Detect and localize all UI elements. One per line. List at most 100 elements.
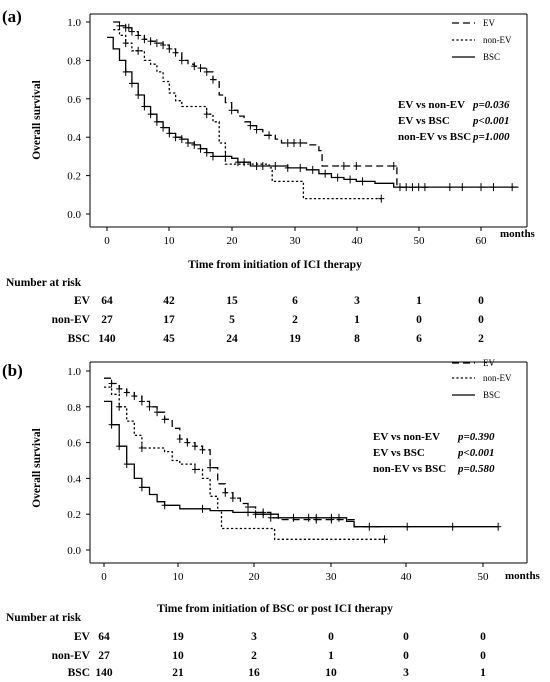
risk-cell: 2: [292, 314, 298, 326]
risk-cell: 10: [325, 667, 337, 679]
risk-cell: 0: [480, 631, 486, 643]
risk-row-label: EV: [74, 295, 91, 307]
x-unit-label: months: [500, 228, 536, 240]
risk-cell: 19: [289, 333, 301, 345]
legend-label: BSC: [483, 52, 500, 62]
x-axis-label: Time from initiation of BSC or post ICI …: [157, 603, 393, 615]
x-tick-label: 20: [249, 571, 261, 583]
risk-cell: 3: [354, 295, 360, 307]
km-curve-bsc: [107, 36, 519, 188]
comparison-p-value: p=0.580: [457, 463, 495, 475]
x-tick-label: 10: [164, 235, 176, 247]
y-axis-label: Overall survival: [31, 80, 43, 160]
x-tick-label: 30: [290, 235, 302, 247]
comparison-p-value: p<0.001: [457, 447, 495, 459]
risk-table-title: Number at risk: [6, 277, 82, 289]
y-tick-label: 0.2: [67, 171, 81, 183]
risk-cell: 1: [328, 650, 334, 662]
y-tick-label: 1.0: [67, 17, 81, 29]
risk-cell: 0: [416, 314, 422, 326]
risk-cell: 140: [95, 667, 113, 679]
y-tick-label: 1.0: [67, 366, 81, 378]
x-tick-label: 50: [414, 235, 426, 247]
legend-label: non-EV: [483, 373, 512, 383]
risk-cell: 0: [478, 314, 484, 326]
risk-row-label: non-EV: [52, 650, 91, 662]
x-tick-label: 40: [352, 235, 364, 247]
y-tick-label: 0.0: [67, 545, 81, 557]
risk-row-label: BSC: [68, 667, 90, 679]
x-tick-label: 60: [476, 235, 488, 247]
risk-cell: 0: [403, 650, 409, 662]
risk-cell: 15: [226, 295, 238, 307]
risk-cell: 0: [328, 631, 334, 643]
risk-cell: 16: [248, 667, 260, 679]
risk-row-label: EV: [74, 631, 91, 643]
comparison-p-value: p<0.001: [472, 115, 510, 127]
risk-cell: 5: [229, 314, 235, 326]
comparison-p-value: p=1.000: [472, 131, 510, 143]
risk-cell: 19: [172, 631, 184, 643]
km-curve-ev: [104, 377, 385, 528]
x-tick-label: 0: [104, 235, 110, 247]
x-tick-label: 50: [478, 571, 490, 583]
legend-label: EV: [483, 18, 495, 28]
y-tick-label: 0.2: [67, 509, 81, 521]
risk-cell: 1: [416, 295, 422, 307]
risk-cell: 1: [480, 667, 486, 679]
comparison-label: EV vs non-EV: [373, 431, 440, 443]
comparison-label: EV vs BSC: [373, 447, 425, 459]
y-tick-label: 0.4: [67, 132, 81, 144]
risk-row-label: BSC: [68, 333, 90, 345]
risk-row-label: non-EV: [52, 314, 91, 326]
risk-cell: 3: [403, 667, 409, 679]
risk-cell: 140: [98, 333, 116, 345]
risk-cell: 3: [251, 631, 257, 643]
risk-cell: 21: [172, 667, 184, 679]
x-axis-label: Time from initiation of ICI therapy: [188, 259, 362, 271]
risk-cell: 24: [226, 333, 238, 345]
comparison-label: non-EV vs BSC: [373, 463, 446, 475]
x-tick-label: 0: [101, 571, 107, 583]
km-curve-non-ev: [113, 29, 382, 200]
risk-cell: 1: [354, 314, 360, 326]
y-tick-label: 0.8: [67, 402, 81, 414]
y-tick-label: 0.4: [67, 473, 81, 485]
risk-cell: 17: [163, 314, 175, 326]
risk-cell: 0: [480, 650, 486, 662]
y-tick-label: 0.8: [67, 55, 81, 67]
comparison-label: EV vs BSC: [398, 115, 450, 127]
risk-cell: 27: [101, 314, 113, 326]
legend-label: BSC: [483, 390, 500, 400]
comparison-label: EV vs non-EV: [398, 99, 465, 111]
risk-cell: 64: [98, 631, 110, 643]
risk-cell: 42: [163, 295, 175, 307]
y-tick-label: 0.0: [67, 209, 81, 221]
km-curve-non-ev: [104, 386, 385, 540]
risk-cell: 10: [172, 650, 184, 662]
risk-cell: 64: [101, 295, 113, 307]
x-tick-label: 20: [227, 235, 239, 247]
panel-label: (a): [2, 7, 22, 26]
x-unit-label: months: [505, 570, 541, 582]
y-axis-label: Overall survival: [31, 428, 43, 508]
risk-cell: 27: [98, 650, 110, 662]
km-curve-ev: [113, 21, 432, 188]
x-tick-label: 30: [326, 571, 338, 583]
comparison-label: non-EV vs BSC: [398, 131, 471, 143]
x-tick-label: 40: [401, 571, 413, 583]
risk-cell: 8: [354, 333, 360, 345]
x-tick-label: 10: [173, 571, 185, 583]
y-tick-label: 0.6: [67, 94, 81, 106]
legend-label: non-EV: [483, 35, 512, 45]
risk-table-title: Number at risk: [6, 612, 82, 624]
risk-cell: 0: [478, 295, 484, 307]
risk-cell: 6: [292, 295, 298, 307]
y-tick-label: 0.6: [67, 438, 81, 450]
risk-cell: 6: [416, 333, 422, 345]
legend-label: EV: [483, 358, 495, 368]
panel-label: (b): [2, 361, 23, 380]
risk-cell: 0: [403, 631, 409, 643]
risk-cell: 2: [251, 650, 257, 662]
